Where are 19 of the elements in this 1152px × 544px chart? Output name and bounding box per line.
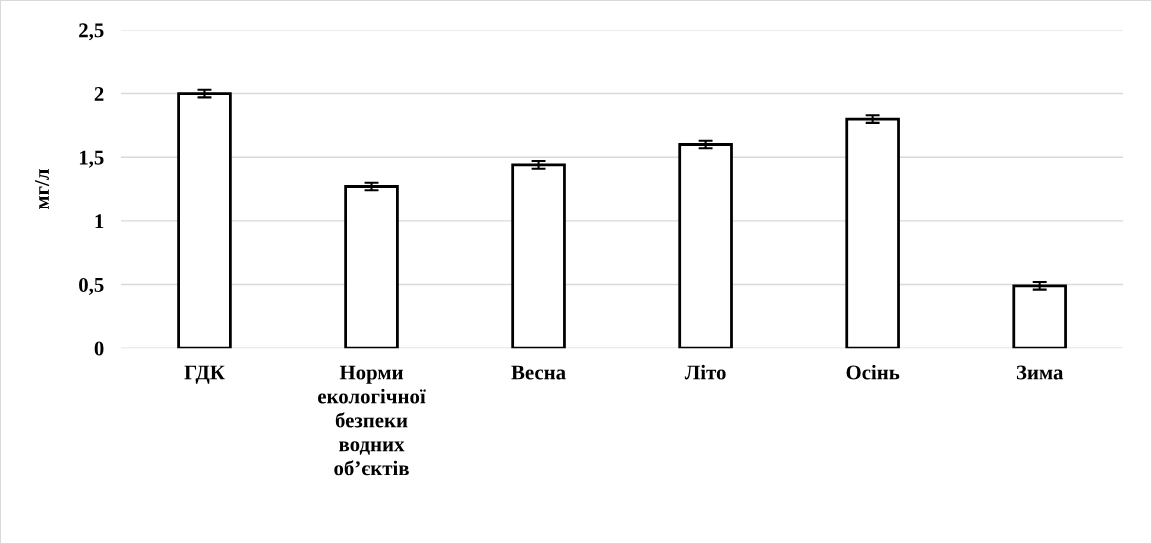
y-tick-label: 0,5 <box>79 277 104 295</box>
y-axis-title: мг/л <box>35 169 50 210</box>
y-tick-label: 2,5 <box>79 23 104 41</box>
x-tick-label: Весна <box>511 365 566 380</box>
x-tick-label: Норми екологічної безпеки водних об’єктів <box>318 365 426 476</box>
y-tick-label: 1,5 <box>79 150 104 168</box>
y-tick-label: 2 <box>94 87 104 101</box>
bar <box>845 117 900 349</box>
bar <box>344 185 399 349</box>
x-tick-label: Зима <box>1016 365 1064 380</box>
y-tick-label: 1 <box>95 214 104 229</box>
x-tick-label: Літо <box>684 364 726 380</box>
bar <box>678 143 733 349</box>
bar <box>177 92 232 349</box>
y-tick-label: 0 <box>94 341 104 356</box>
bar <box>1012 284 1067 349</box>
bar <box>511 163 566 349</box>
x-tick-label: ГДК <box>184 365 225 384</box>
x-tick-label: Осінь <box>846 364 900 380</box>
